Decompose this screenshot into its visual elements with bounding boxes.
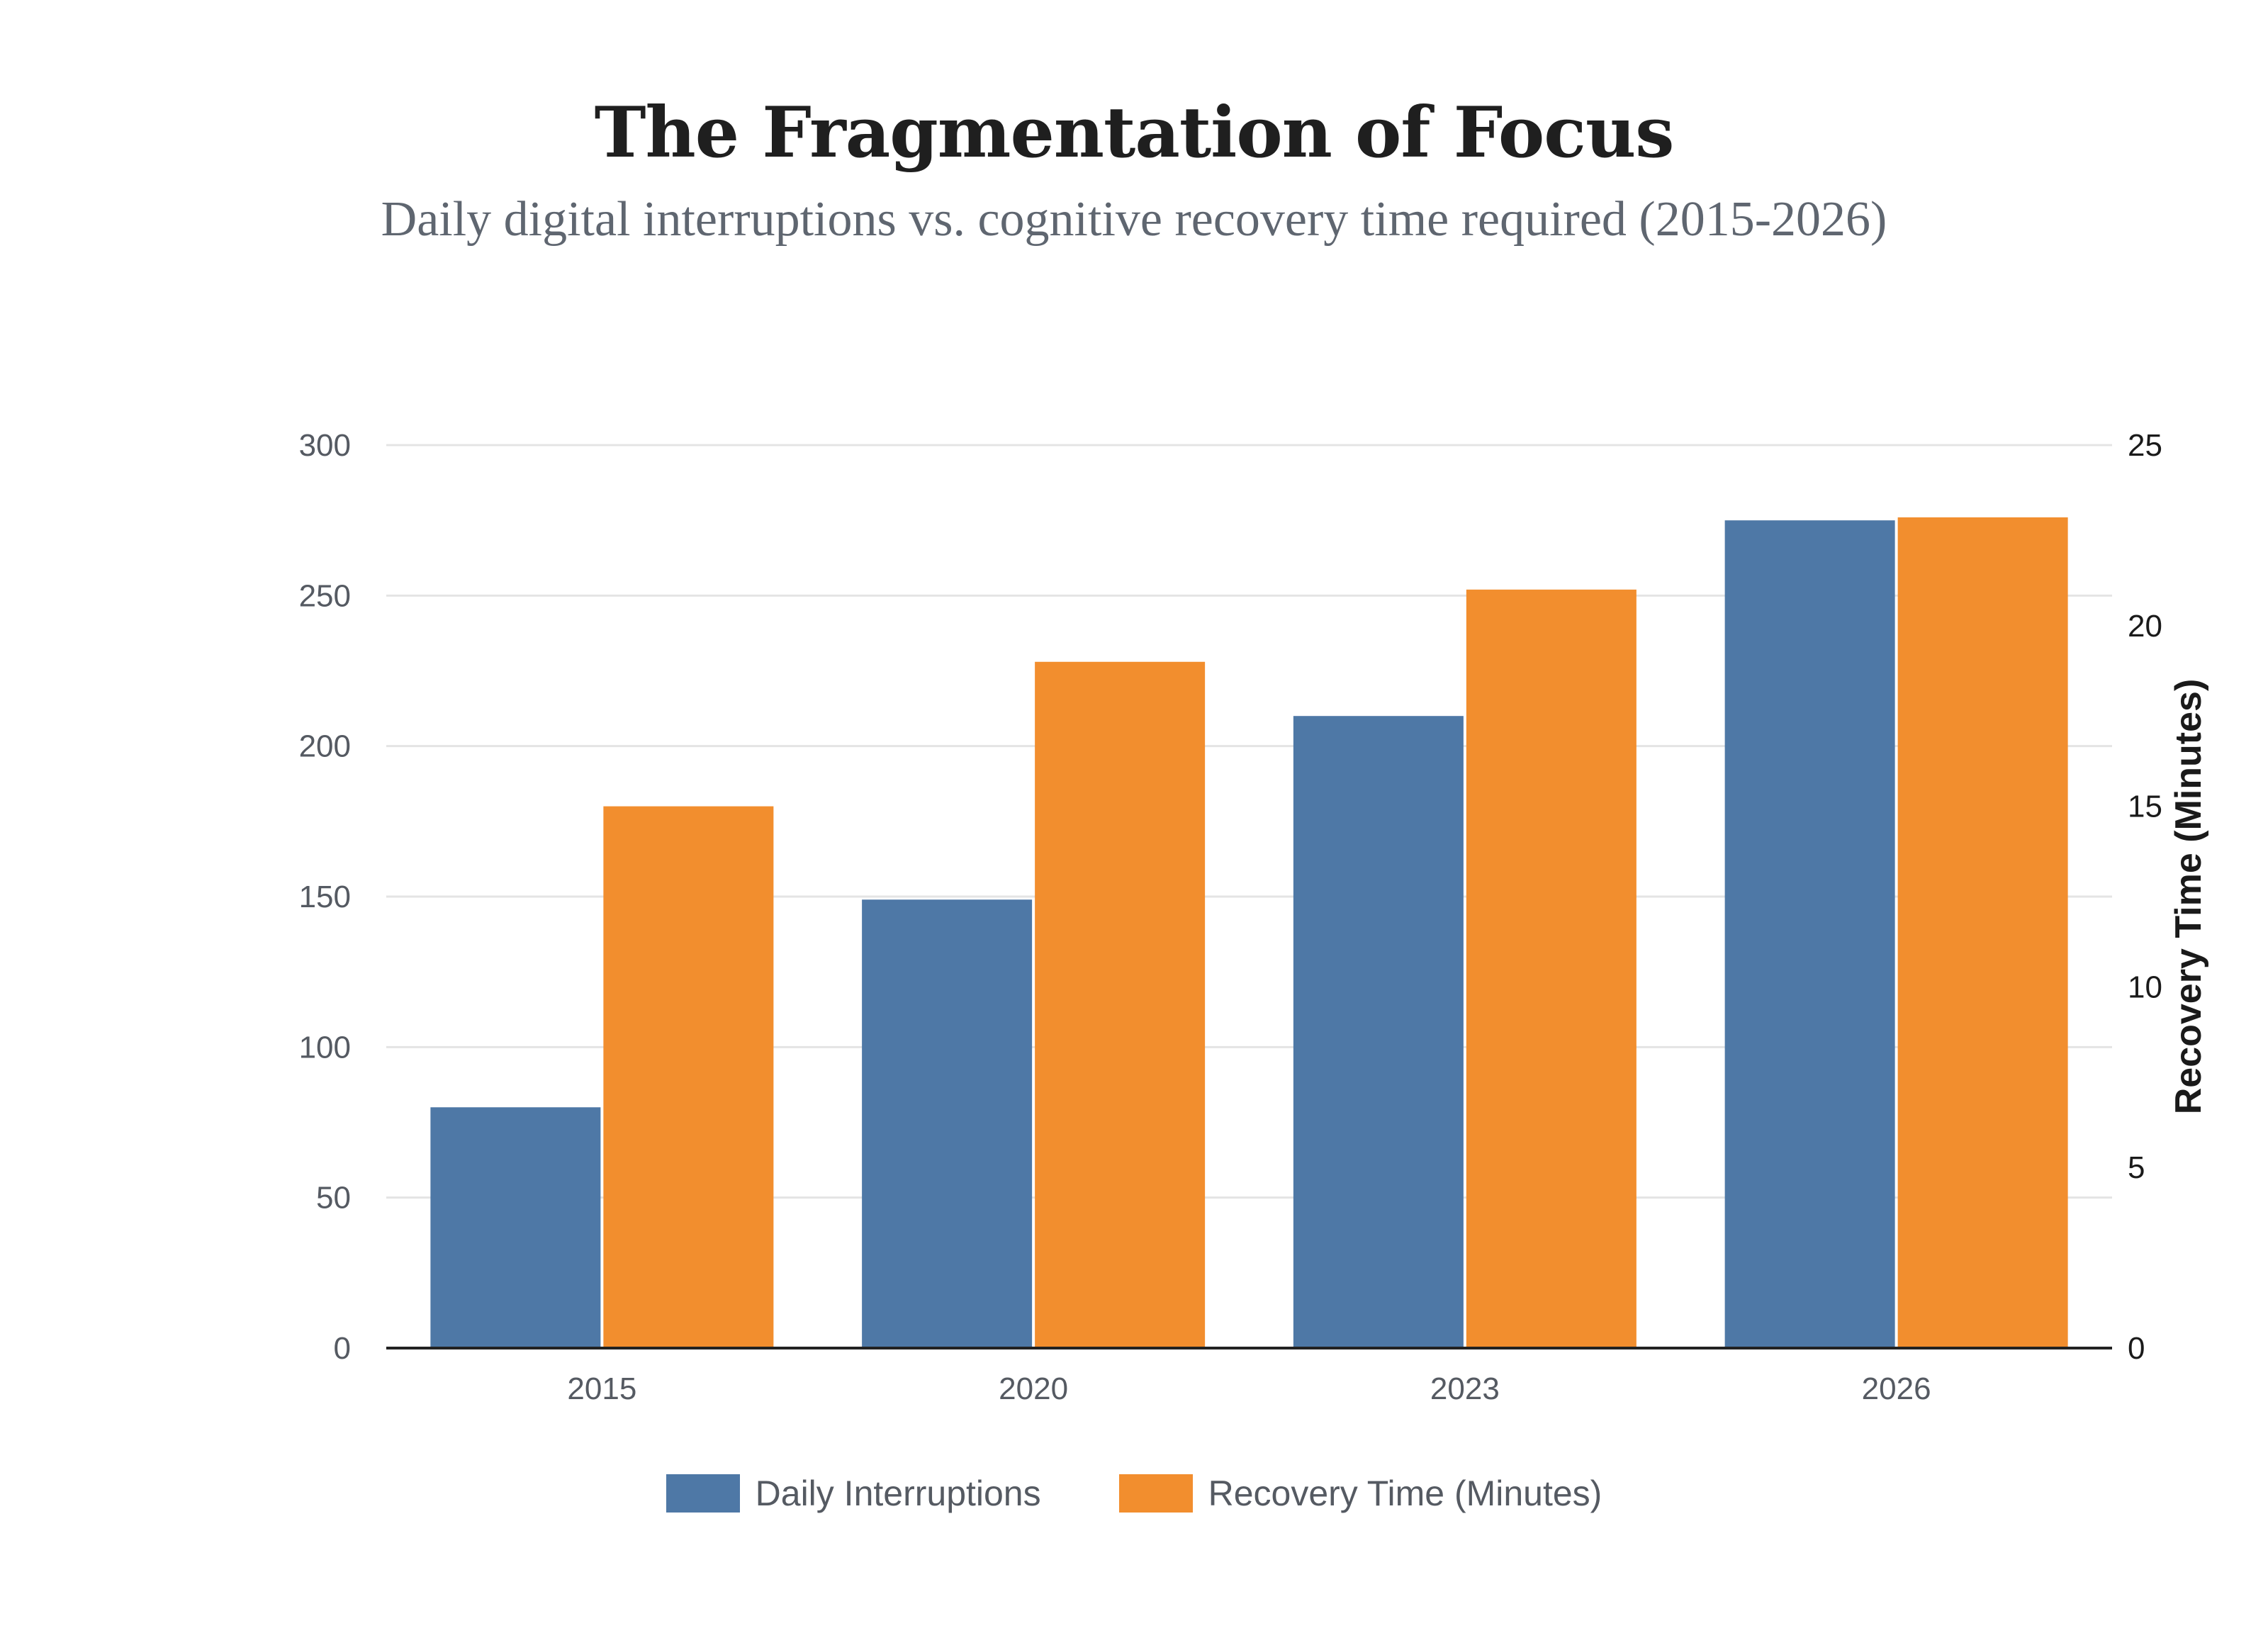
- bar-recovery-2023: [1466, 589, 1637, 1348]
- bar-interruptions-2026: [1724, 520, 1895, 1348]
- y-right-tick-label: 5: [2128, 1150, 2145, 1185]
- bar-recovery-2015: [603, 806, 774, 1348]
- y-right-tick-label: 15: [2128, 790, 2162, 824]
- y-left-tick-label: 200: [299, 729, 351, 764]
- y-left-tick-label: 50: [316, 1181, 351, 1216]
- x-tick-label: 2020: [999, 1371, 1068, 1406]
- x-tick-label: 2023: [1430, 1371, 1500, 1406]
- legend-label-recovery: Recovery Time (Minutes): [1208, 1474, 1602, 1513]
- y-left-tick-label: 300: [299, 428, 351, 463]
- chart-title: The Fragmentation of Focus: [594, 92, 1675, 174]
- legend-swatch-interruptions: [666, 1474, 740, 1513]
- y-right-tick-label: 20: [2128, 609, 2162, 644]
- y-left-tick-label: 150: [299, 880, 351, 914]
- bar-interruptions-2020: [862, 899, 1033, 1348]
- chart-subtitle: Daily digital interruptions vs. cognitiv…: [381, 192, 1887, 247]
- y-left-tick-label: 0: [334, 1331, 351, 1366]
- y-right-tick-label: 0: [2128, 1331, 2145, 1366]
- legend-item-interruptions[interactable]: Daily Interruptions: [666, 1473, 1041, 1514]
- legend: Daily Interruptions Recovery Time (Minut…: [0, 1473, 2268, 1514]
- legend-swatch-recovery: [1118, 1474, 1193, 1513]
- y-right-axis-title: Recovery Time (Minutes): [2168, 679, 2209, 1115]
- y-right-tick-label: 10: [2128, 970, 2162, 1004]
- x-tick-label: 2026: [1862, 1371, 1931, 1406]
- bar-recovery-2020: [1035, 661, 1206, 1348]
- y-right-tick-label: 25: [2128, 428, 2162, 463]
- x-tick-label: 2015: [567, 1371, 636, 1406]
- bar-interruptions-2015: [430, 1107, 601, 1348]
- legend-item-recovery[interactable]: Recovery Time (Minutes): [1118, 1473, 1602, 1514]
- bar-recovery-2026: [1897, 517, 2068, 1349]
- legend-label-interruptions: Daily Interruptions: [755, 1474, 1041, 1513]
- y-left-tick-label: 250: [299, 578, 351, 613]
- y-left-tick-label: 100: [299, 1030, 351, 1065]
- bar-interruptions-2023: [1293, 716, 1464, 1348]
